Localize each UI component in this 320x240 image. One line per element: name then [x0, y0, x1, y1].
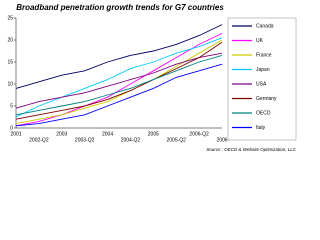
series-line [15, 54, 223, 116]
legend-label: Canada [256, 23, 274, 29]
series-line [15, 32, 223, 127]
source: Source : OECD & Website Optimization, LL… [206, 147, 296, 152]
legend-label: Germany [256, 96, 277, 102]
x-tick-label: 2006 [216, 137, 227, 143]
legend-label: Italy [256, 125, 266, 131]
x-tick-label: 2001 [10, 131, 21, 137]
legend-label: USA [256, 81, 267, 87]
series-line [15, 37, 223, 118]
x-tick-label: 2004 [102, 131, 113, 137]
x-tick-label: 2003 [56, 131, 67, 137]
y-tick-label: 5 [10, 103, 13, 109]
x-tick-label: 2004-Q2 [121, 137, 141, 143]
x-tick-label: 2003-Q2 [75, 137, 95, 143]
series-line [15, 39, 223, 125]
legend-label: Japan [256, 67, 270, 73]
y-tick-label: 0 [10, 125, 13, 131]
legend-label: OECD [256, 110, 271, 116]
y-tick-label: 10 [7, 81, 13, 87]
x-tick-label: 2005-Q2 [166, 137, 186, 143]
y-tick-label: 15 [7, 59, 13, 65]
legend-box [227, 17, 297, 141]
x-tick-label: 2002-Q2 [29, 137, 49, 143]
legend-label: France [256, 52, 272, 58]
series-line [15, 24, 223, 89]
chart: Broadband penetration growth trends for … [7, 3, 297, 152]
x-tick-label: 2005 [148, 131, 159, 137]
series-line [15, 52, 223, 109]
y-tick-label: 20 [7, 37, 13, 43]
y-tick-label: 25 [7, 15, 13, 21]
series-line [15, 41, 223, 120]
chart-title: Broadband penetration growth trends for … [16, 3, 224, 12]
x-tick-label: 2006-Q2 [189, 131, 209, 137]
legend-label: UK [256, 38, 264, 44]
series-line [15, 63, 223, 127]
